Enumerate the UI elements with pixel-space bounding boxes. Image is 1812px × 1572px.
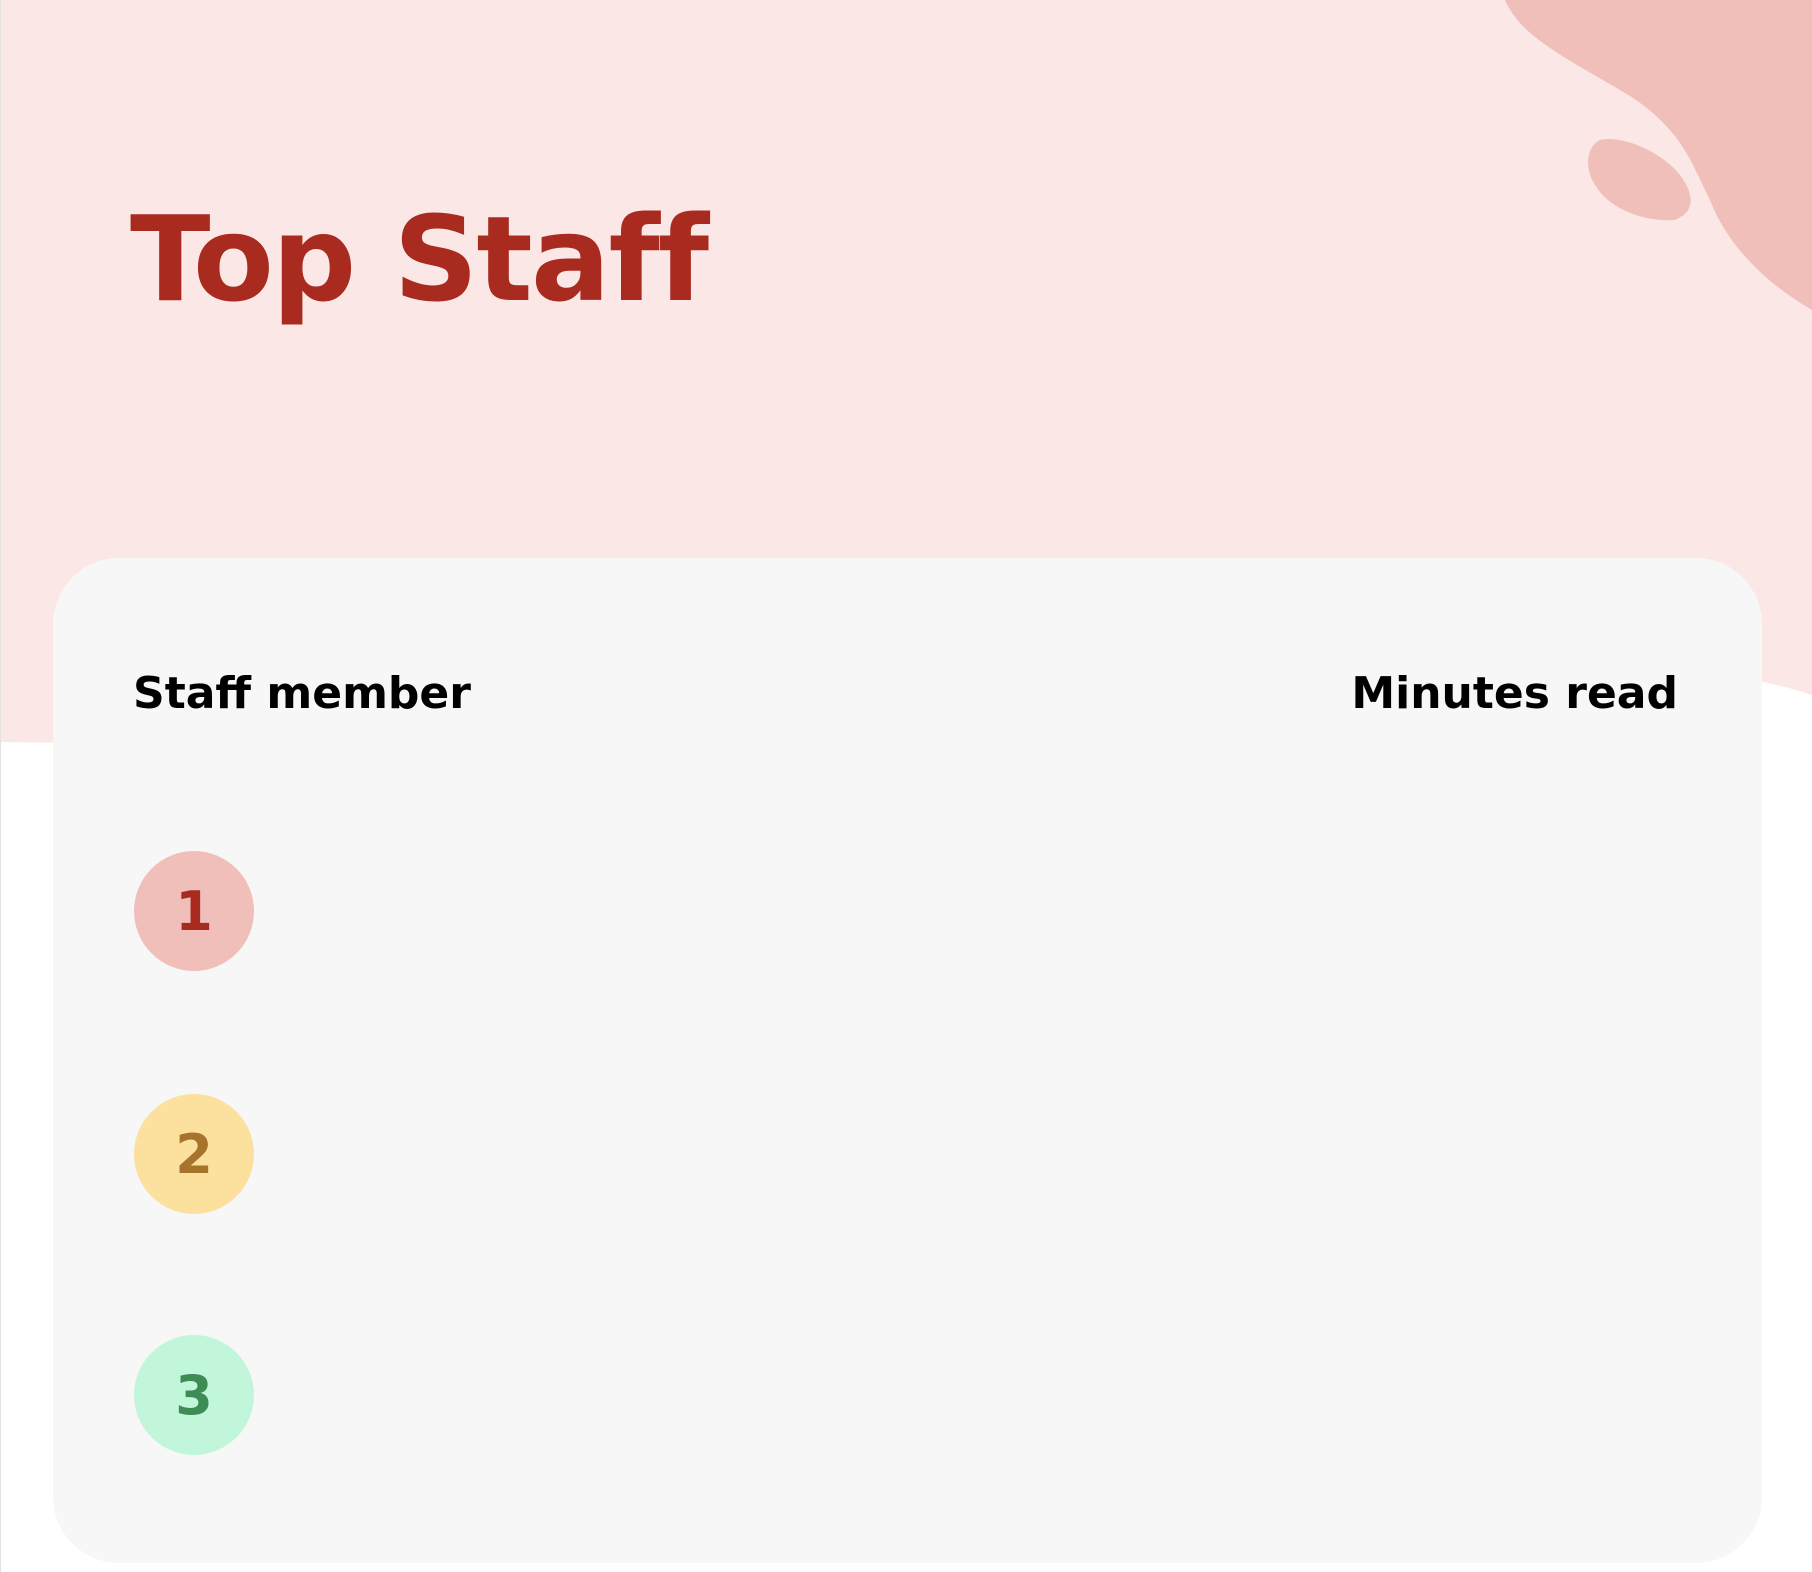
- page-title: Top Staff: [130, 190, 709, 328]
- small-blob: [1588, 139, 1691, 221]
- column-header-minutes-read: Minutes read: [1351, 668, 1678, 719]
- left-border: [0, 0, 1, 1572]
- header-wave: [0, 0, 1812, 743]
- rank-badge-1: 1: [134, 851, 254, 971]
- corner-blob: [1505, 0, 1812, 310]
- rank-badge-3: 3: [134, 1335, 254, 1455]
- leaderboard-card: [53, 558, 1762, 1563]
- rank-badge-2: 2: [134, 1094, 254, 1214]
- header-background: [0, 0, 1812, 743]
- column-header-staff-member: Staff member: [133, 668, 471, 719]
